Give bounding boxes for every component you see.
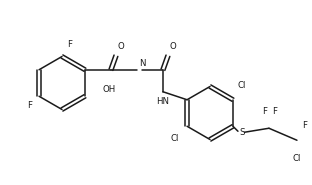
- Text: HN: HN: [156, 97, 169, 106]
- Text: O: O: [170, 42, 177, 51]
- Text: Cl: Cl: [293, 154, 301, 163]
- Text: Cl: Cl: [171, 134, 179, 143]
- Text: N: N: [139, 59, 145, 68]
- Text: F: F: [302, 121, 307, 130]
- Text: O: O: [118, 42, 125, 51]
- Text: F: F: [27, 101, 32, 110]
- Text: Cl: Cl: [238, 81, 246, 90]
- Text: F: F: [262, 107, 267, 116]
- Text: OH: OH: [102, 85, 115, 94]
- Text: F: F: [67, 40, 72, 48]
- Text: F: F: [272, 107, 277, 116]
- Text: S: S: [239, 128, 244, 137]
